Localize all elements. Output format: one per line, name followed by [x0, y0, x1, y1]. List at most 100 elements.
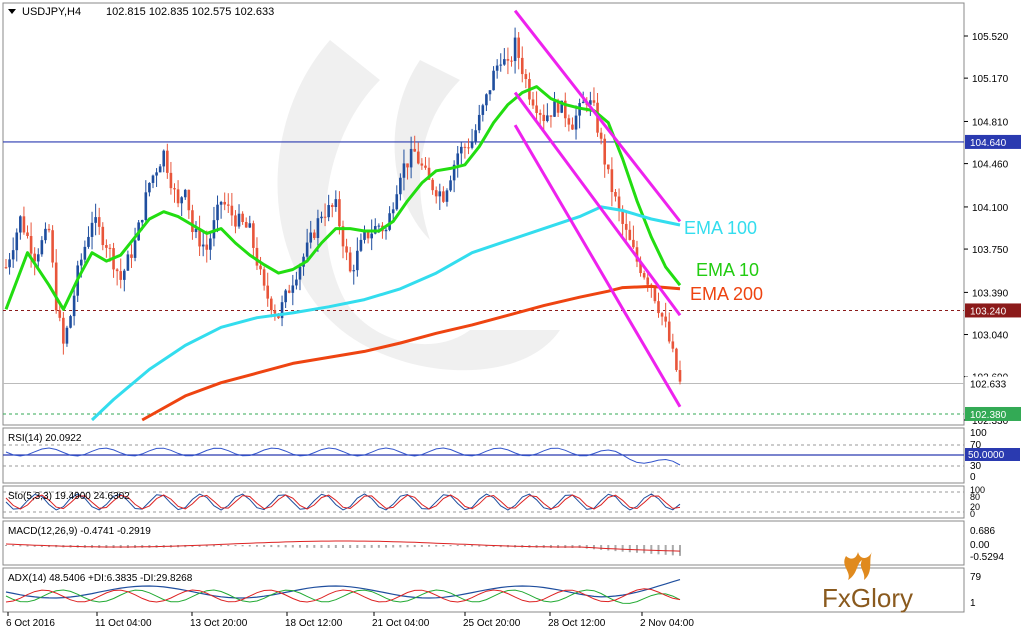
- macd-bar: [126, 545, 129, 548]
- candle-body: [115, 269, 119, 272]
- candle-body: [284, 290, 287, 303]
- macd-bar: [449, 545, 452, 547]
- candle-body: [191, 210, 194, 233]
- candle-body: [101, 226, 105, 246]
- macd-bar: [105, 545, 108, 548]
- macd-bar: [26, 545, 29, 547]
- candle-body: [280, 302, 284, 319]
- macd-bar: [5, 545, 7, 546]
- candle-body: [173, 188, 176, 190]
- rsi-pane: RSI(14) 20.0922 100 70 30 0 50.0000: [3, 428, 1020, 483]
- macd-bar: [370, 545, 373, 548]
- ema100-annotation: EMA 100: [684, 218, 757, 238]
- macd-bar: [643, 545, 646, 554]
- stoch-pane: Sto(5,3,3) 19.4900 24.6302 100 80 20 0: [3, 485, 985, 519]
- candle-body: [345, 246, 348, 253]
- macd-bar: [621, 545, 624, 552]
- rsi-tick-0: 0: [970, 472, 976, 483]
- price-tick-label: 105.170: [972, 74, 1009, 85]
- price-tags: 104.640 103.240 102.633 102.380: [965, 134, 1021, 421]
- tag-support: 102.380: [970, 410, 1007, 421]
- rsi-tick-30: 30: [970, 461, 982, 472]
- time-tick-label: 25 Oct 20:00: [463, 618, 521, 629]
- macd-bar: [671, 545, 674, 556]
- macd-bar: [112, 545, 115, 548]
- candle-body: [538, 112, 542, 115]
- time-tick-label: 28 Oct 12:00: [548, 618, 606, 629]
- candle-body: [503, 59, 506, 65]
- candle-body: [413, 148, 417, 152]
- candle-body: [305, 242, 309, 257]
- candle-body: [675, 348, 678, 371]
- candle-body: [205, 244, 209, 250]
- candle-body: [295, 279, 298, 286]
- macd-bar: [263, 545, 266, 547]
- candle-body: [219, 201, 223, 205]
- adx-tick-79: 79: [970, 572, 982, 583]
- candle-body: [470, 141, 474, 148]
- candle-body: [542, 114, 546, 122]
- candle-body: [269, 298, 273, 311]
- macd-bar: [248, 545, 251, 547]
- candle-body: [581, 101, 585, 104]
- candle-body: [266, 285, 270, 299]
- dropdown-arrow-icon[interactable]: [8, 9, 16, 14]
- candle-body: [445, 190, 449, 202]
- macd-bar: [270, 545, 273, 548]
- candle-body: [273, 310, 277, 314]
- candle-body: [123, 270, 126, 280]
- macd-bar: [413, 545, 416, 548]
- macd-bar: [284, 545, 287, 548]
- candle-body: [610, 169, 614, 193]
- macd-bar: [227, 545, 230, 547]
- stoch-pane-frame: [2, 485, 965, 519]
- candle-body: [485, 94, 488, 106]
- macd-bar: [198, 545, 201, 547]
- macd-tick-zero: 0.00: [970, 540, 990, 551]
- tag-pivot: 103.240: [970, 306, 1007, 317]
- candle-body: [320, 216, 323, 219]
- candle-body: [553, 101, 556, 117]
- candle-body: [671, 341, 675, 349]
- candle-body: [4, 267, 8, 269]
- macd-bar: [657, 545, 660, 555]
- candle-body: [495, 65, 499, 71]
- macd-bar: [557, 545, 560, 548]
- channel-line: [513, 91, 682, 317]
- candle-body: [216, 204, 219, 221]
- macd-bar: [592, 545, 595, 550]
- candle-body: [94, 217, 97, 223]
- candle-body: [44, 228, 47, 241]
- macd-bar: [679, 545, 681, 556]
- stoch-signal-line: [5, 494, 681, 510]
- stoch-tick-20: 20: [970, 502, 980, 512]
- macd-bar: [220, 545, 223, 547]
- macd-bar: [33, 545, 36, 547]
- price-pane-frame: [2, 2, 965, 426]
- candle-body: [556, 101, 560, 113]
- stoch-tick-80: 80: [970, 492, 980, 502]
- candle-body: [653, 287, 657, 302]
- candle-body: [169, 172, 173, 189]
- price-tick-label: 104.100: [972, 203, 1009, 214]
- candle-body: [62, 317, 65, 344]
- price-tick-label: 103.750: [972, 245, 1009, 256]
- macd-bar: [191, 545, 194, 548]
- candle-body: [513, 37, 517, 62]
- candle-body: [201, 244, 205, 247]
- candle-body: [237, 213, 241, 227]
- macd-tick-high: 0.686: [970, 526, 995, 537]
- candle-body: [463, 146, 467, 148]
- candle-body: [399, 177, 402, 195]
- macd-bar: [356, 545, 359, 548]
- candle-body: [488, 90, 492, 95]
- adx-label: ADX(14) 48.5406 +DI:6.3835 -DI:29.8268: [8, 573, 193, 584]
- macd-bar: [255, 545, 258, 547]
- macd-bar: [585, 545, 588, 549]
- macd-pane-frame: [2, 520, 965, 566]
- macd-bar: [463, 545, 466, 547]
- candle-body: [388, 213, 391, 230]
- candle-body: [166, 150, 169, 173]
- macd-bar: [478, 545, 481, 547]
- candle-body: [51, 230, 54, 263]
